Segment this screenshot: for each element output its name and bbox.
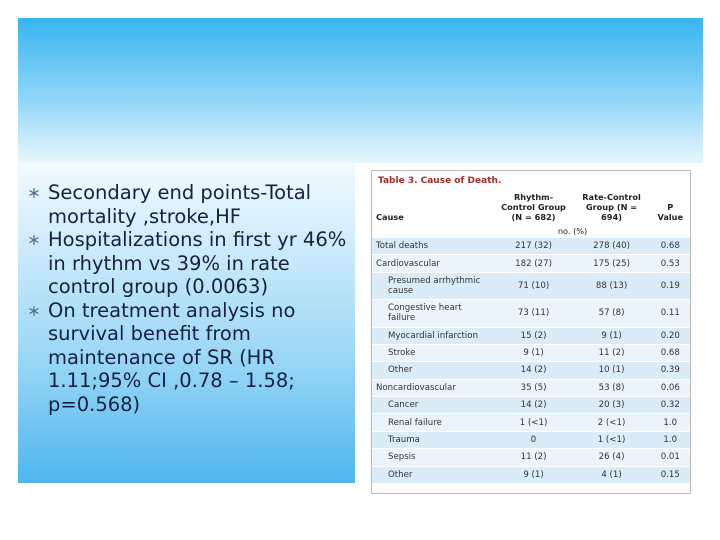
table-cell: 15 (2)	[494, 327, 573, 345]
table-cell: 11 (2)	[572, 344, 651, 363]
table-row: Sepsis 11 (2) 26 (4) 0.01	[372, 448, 690, 467]
units-spacer	[372, 224, 495, 238]
header-cell: Rhythm-Control Group (N = 682)	[501, 192, 566, 222]
bullet: Hospitalizations in first yr 46% in rhyt…	[26, 228, 351, 299]
text-panel	[18, 163, 355, 483]
table-cell: Myocardial infarction	[372, 327, 495, 345]
table-cell: Total deaths	[372, 238, 495, 256]
units-spacer	[651, 224, 690, 238]
bullet: On treatment analysis no survival benefi…	[26, 299, 351, 417]
bullet-text: On treatment analysis no survival benefi…	[48, 298, 296, 416]
table-cell: 1.0	[650, 431, 690, 450]
table-cell: Noncardiovascular	[372, 379, 495, 398]
table-cell: Sepsis	[372, 448, 495, 467]
header-cell: Rate-Control Group (N = 694)	[582, 192, 641, 222]
units-row: no. (%)	[372, 224, 690, 238]
table-title: Table 3. Cause of Death.	[372, 171, 690, 190]
table-row: Trauma 0 1 (<1) 1.0	[372, 431, 690, 450]
table-cell: 9 (1)	[572, 327, 651, 345]
table-cell: Other	[372, 466, 495, 484]
table-cell: 26 (4)	[572, 448, 651, 467]
table-cell: 278 (40)	[572, 238, 651, 256]
bullet-list: Secondary end points-Total mortality ,st…	[26, 181, 351, 416]
bullet-marker	[29, 305, 39, 316]
table-cell: Presumed arrhythmic cause	[372, 272, 495, 301]
table-cell: 217 (32)	[494, 238, 573, 256]
title-band	[18, 18, 703, 163]
bullet-marker	[29, 188, 39, 198]
table-cell: 0.53	[650, 254, 690, 273]
table-cell: 1.0	[650, 413, 690, 432]
table-cell: 2 (<1)	[572, 413, 651, 432]
table-cell: Stroke	[372, 344, 495, 363]
bullet: Secondary end points-Total mortality ,st…	[26, 181, 351, 228]
table-cell: 0.15	[650, 466, 690, 484]
table-cell: 11 (2)	[494, 448, 573, 467]
table-row: Congestive heart failure 73 (11) 57 (8) 0.1…	[372, 299, 690, 328]
table-cell: 4 (1)	[572, 466, 651, 484]
table-cell: 57 (8)	[572, 299, 651, 328]
table-cell: 0.39	[650, 361, 690, 380]
table-cell: 1 (<1)	[494, 413, 573, 432]
table-cell: 0.01	[650, 448, 690, 467]
table-cell: Congestive heart failure	[372, 299, 495, 328]
table-cell: 0.06	[650, 379, 690, 398]
table-row: Presumed arrhythmic cause 71 (10) 88 (13) 0…	[372, 272, 690, 301]
table-cell: Renal failure	[372, 413, 495, 432]
table-cell: Cancer	[372, 396, 495, 415]
table-row: Myocardial infarction 15 (2) 9 (1) 0.20	[372, 327, 690, 345]
table-row: Other 14 (2) 10 (1) 0.39	[372, 361, 690, 380]
table-cell: 0.32	[650, 396, 690, 415]
table-cell: Cardiovascular	[372, 254, 495, 273]
table-cell: 53 (8)	[572, 379, 651, 398]
table-cell: 9 (1)	[494, 344, 573, 363]
table-cell: 175 (25)	[572, 254, 651, 273]
table-cell: 0.19	[650, 272, 690, 301]
table-cell: 73 (11)	[494, 299, 573, 328]
bullet-text: Hospitalizations in first yr 46% in rhyt…	[48, 228, 347, 298]
table-cell: 9 (1)	[494, 466, 573, 484]
table: Cause Rhythm-Control Group (N = 682) Rate-…	[372, 190, 690, 484]
table-cell: 0.20	[650, 327, 690, 345]
table-cell: 14 (2)	[494, 396, 573, 415]
table-figure: Table 3. Cause of Death. Cause Rhythm-Con…	[371, 170, 691, 494]
table-cell: 35 (5)	[494, 379, 573, 398]
table-row: Other 9 (1) 4 (1) 0.15	[372, 466, 690, 484]
bullet-text: Secondary end points-Total mortality ,st…	[48, 181, 312, 228]
table-cell: 10 (1)	[572, 361, 651, 380]
header-cell: Cause	[376, 212, 404, 222]
table-cell: Other	[372, 361, 495, 380]
table-row: Noncardiovascular 35 (5) 53 (8) 0.06	[372, 379, 690, 398]
table-row: Cancer 14 (2) 20 (3) 0.32	[372, 396, 690, 415]
table-cell: 0.11	[650, 299, 690, 328]
header-cell: P Value	[657, 202, 684, 222]
table-cell: 71 (10)	[494, 272, 573, 301]
units-cell: no. (%)	[557, 226, 588, 236]
table-cell: 14 (2)	[494, 361, 573, 380]
table-cell: 88 (13)	[572, 272, 651, 301]
bullet-marker	[29, 235, 39, 245]
table-row: Renal failure 1 (<1) 2 (<1) 1.0	[372, 413, 690, 432]
table-cell: 0.68	[650, 238, 690, 256]
table-cell: 1 (<1)	[572, 431, 651, 450]
table-row: Stroke 9 (1) 11 (2) 0.68	[372, 344, 690, 363]
table-cell: 182 (27)	[494, 254, 573, 273]
table-cell: Trauma	[372, 431, 495, 450]
table-cell: 20 (3)	[572, 396, 651, 415]
header-row: Cause Rhythm-Control Group (N = 682) Rate-…	[372, 190, 690, 224]
table-cell: 0.68	[650, 344, 690, 363]
table-row: Cardiovascular 182 (27) 175 (25) 0.53	[372, 254, 690, 273]
table-row: Total deaths 217 (32) 278 (40) 0.68	[372, 238, 690, 256]
table-cell: 0	[494, 431, 573, 450]
